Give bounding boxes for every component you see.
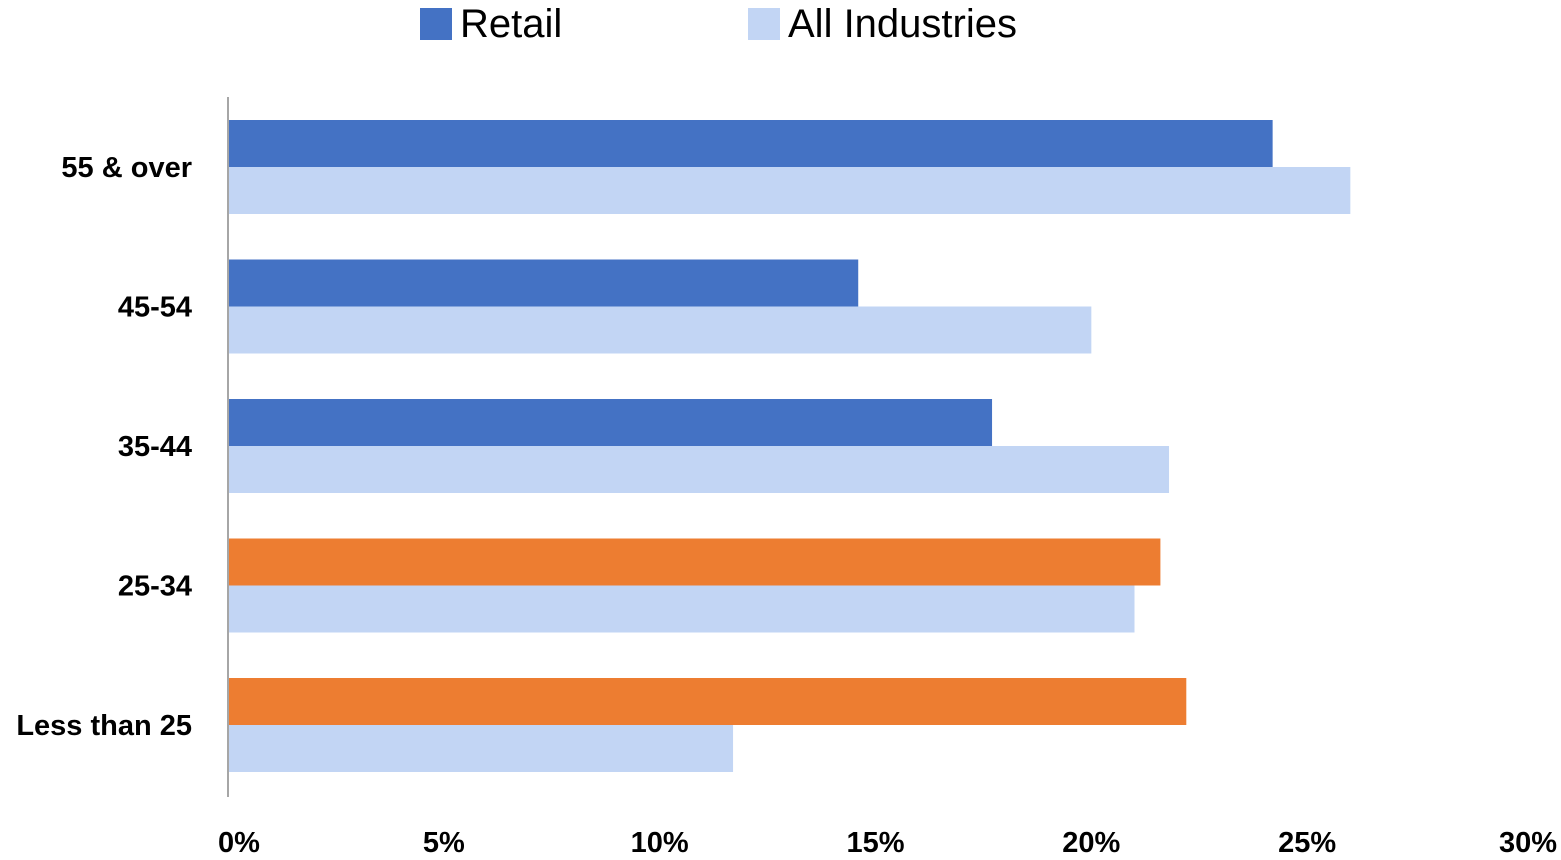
category-label: Less than 25 — [16, 710, 192, 742]
bar-all-industries-3 — [228, 585, 1135, 633]
legend-label-retail: Retail — [460, 2, 562, 46]
bar-retail-2 — [228, 399, 993, 446]
bar-all-industries-1 — [228, 306, 1092, 354]
chart-legend: Retail All Industries — [420, 2, 1017, 46]
bar-all-industries-2 — [228, 446, 1170, 493]
category-label: 55 & over — [61, 152, 192, 184]
bar-retail-1 — [228, 259, 859, 307]
legend-swatch-retail — [420, 8, 452, 40]
x-tick-label: 30% — [1499, 827, 1557, 859]
category-label: 25-34 — [118, 571, 192, 603]
x-tick-label: 25% — [1278, 827, 1336, 859]
category-label: 35-44 — [118, 431, 192, 463]
bar-retail-0 — [228, 120, 1273, 167]
legend-swatch-all-industries — [748, 8, 780, 40]
x-axis-tick-labels: 0% 5% 10% 15% 20% 25% 30% — [218, 827, 1557, 859]
bar-all-industries-0 — [228, 167, 1351, 214]
bar-group — [228, 120, 1351, 772]
x-tick-label: 0% — [218, 827, 260, 859]
legend-label-all-industries: All Industries — [788, 2, 1017, 46]
bar-retail-3 — [228, 538, 1161, 586]
x-tick-label: 20% — [1062, 827, 1120, 859]
category-labels: 55 & over 45-54 35-44 25-34 Less than 25 — [16, 152, 192, 742]
x-tick-label: 5% — [423, 827, 465, 859]
x-tick-label: 10% — [631, 827, 689, 859]
x-tick-label: 15% — [846, 827, 904, 859]
bar-retail-4 — [228, 678, 1187, 725]
bar-all-industries-4 — [228, 725, 734, 772]
category-label: 45-54 — [118, 292, 192, 324]
